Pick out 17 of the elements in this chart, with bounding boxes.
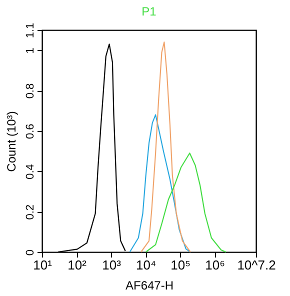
- y-tick-label: 1.1: [24, 22, 36, 38]
- x-tick-label: 10³: [102, 258, 122, 272]
- y-tick-label: 0: [24, 249, 36, 256]
- x-tick-label: 10²: [68, 258, 88, 272]
- x-tick-label: 10^7.2: [237, 258, 276, 272]
- x-axis-title: AF647-H: [125, 278, 174, 292]
- y-tick-label: 0.6: [24, 124, 36, 140]
- y-tick-label: 0.2: [24, 204, 36, 220]
- y-tick-label: 0.8: [24, 83, 36, 99]
- x-tick-label: 10⁵: [170, 258, 190, 272]
- x-tick-label: 10⁶: [205, 258, 225, 272]
- chart-title: P1: [142, 4, 157, 18]
- y-tick-label: 0.4: [24, 164, 36, 180]
- y-tick-label: 1: [24, 48, 36, 54]
- x-tick-label: 10⁴: [136, 258, 156, 272]
- y-axis-title: Count (10³): [4, 111, 18, 172]
- x-tick-label: 10¹: [33, 258, 53, 272]
